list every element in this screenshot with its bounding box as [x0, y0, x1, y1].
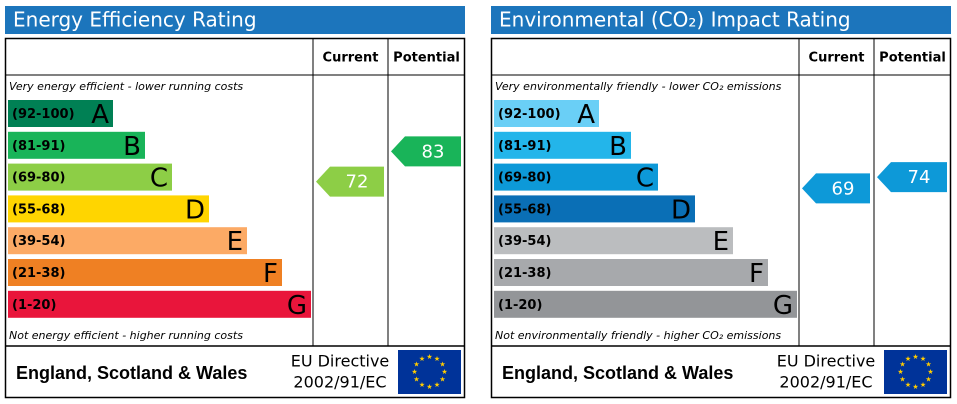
flag-star: ★ — [912, 383, 918, 391]
band — [8, 131, 145, 159]
band-range: (21-38) — [12, 266, 65, 281]
flag-star: ★ — [434, 381, 440, 389]
flag-star: ★ — [920, 355, 926, 363]
band-range: (92-100) — [12, 107, 75, 122]
band — [494, 100, 599, 127]
column-header: Potential — [393, 51, 460, 66]
region: England, Scotland & Wales — [502, 363, 733, 383]
panel-frame — [490, 37, 952, 399]
region: England, Scotland & Wales — [16, 363, 247, 383]
band-range: (55-68) — [498, 202, 551, 217]
rating-value: 69 — [832, 178, 855, 199]
rating-value: 83 — [422, 141, 445, 162]
flag-star: ★ — [905, 381, 911, 389]
top-note: Very environmentally friendly - lower CO… — [495, 80, 782, 93]
band-range: (39-54) — [498, 234, 551, 249]
band — [494, 195, 695, 223]
rating-arrow — [877, 162, 947, 193]
rating-arrow — [316, 166, 384, 197]
band-letter: D — [185, 195, 205, 225]
band-range: (39-54) — [12, 234, 65, 249]
directive: 2002/91/EC — [779, 373, 872, 392]
flag-star: ★ — [413, 376, 419, 384]
flag-star: ★ — [419, 381, 425, 389]
band — [494, 290, 797, 318]
band-letter: C — [636, 164, 654, 194]
band-letter: E — [713, 227, 729, 257]
rating-arrow — [391, 136, 461, 167]
band — [494, 131, 631, 159]
band-letter: G — [773, 291, 793, 321]
flag-star: ★ — [897, 368, 903, 376]
panel-frame — [4, 37, 466, 399]
directive: 2002/91/EC — [293, 373, 386, 392]
flag-star: ★ — [434, 355, 440, 363]
band — [494, 259, 768, 286]
band-letter: E — [227, 227, 243, 257]
band-letter: B — [609, 132, 627, 162]
flag-star: ★ — [413, 361, 419, 369]
band-letter: F — [749, 259, 764, 289]
top-note: Very energy efficient - lower running co… — [9, 80, 243, 93]
band — [8, 290, 311, 318]
flag-star: ★ — [419, 355, 425, 363]
flag-star: ★ — [899, 361, 905, 369]
band-letter: B — [123, 132, 141, 162]
band — [8, 100, 113, 127]
eu-flag — [884, 350, 947, 394]
bottom-note: Not energy efficient - higher running co… — [9, 329, 243, 342]
panel-title: Energy Efficiency Rating — [13, 8, 257, 32]
band — [494, 163, 658, 191]
flag-star: ★ — [426, 353, 432, 361]
band-range: (81-91) — [12, 139, 65, 154]
band-letter: A — [91, 100, 109, 130]
flag-star: ★ — [927, 368, 933, 376]
directive: EU Directive — [777, 352, 876, 371]
flag-star: ★ — [411, 368, 417, 376]
band-letter: F — [263, 259, 278, 289]
band — [494, 227, 733, 255]
flag-star: ★ — [920, 381, 926, 389]
flag-star: ★ — [439, 376, 445, 384]
flag-star: ★ — [439, 361, 445, 369]
band-range: (69-80) — [498, 171, 551, 186]
rating-arrow — [802, 173, 870, 204]
title-bar — [5, 6, 465, 34]
directive: EU Directive — [291, 352, 390, 371]
flag-star: ★ — [426, 383, 432, 391]
band-range: (69-80) — [12, 171, 65, 186]
column-header: Current — [809, 51, 865, 66]
flag-star: ★ — [905, 355, 911, 363]
band-range: (81-91) — [498, 139, 551, 154]
band-letter: A — [577, 100, 595, 130]
band-range: (1-20) — [498, 298, 542, 313]
rating-value: 72 — [346, 172, 369, 193]
column-header: Current — [323, 51, 379, 66]
flag-star: ★ — [925, 376, 931, 384]
rating-value: 74 — [908, 167, 931, 188]
band-letter: G — [287, 291, 307, 321]
band-letter: D — [671, 195, 691, 225]
flag-star: ★ — [925, 361, 931, 369]
panel-title: Environmental (CO₂) Impact Rating — [499, 8, 851, 32]
band-range: (1-20) — [12, 298, 56, 313]
flag-star: ★ — [899, 376, 905, 384]
band-letter: C — [150, 164, 168, 194]
band-range: (55-68) — [12, 202, 65, 217]
band — [8, 195, 209, 223]
band — [8, 163, 172, 191]
flag-star: ★ — [441, 368, 447, 376]
eu-flag — [398, 350, 461, 394]
column-header: Potential — [879, 51, 946, 66]
flag-star: ★ — [912, 353, 918, 361]
band — [8, 227, 247, 255]
band-range: (92-100) — [498, 107, 561, 122]
band-range: (21-38) — [498, 266, 551, 281]
bottom-note: Not environmentally friendly - higher CO… — [495, 329, 781, 342]
band — [8, 259, 282, 286]
title-bar — [491, 6, 951, 34]
